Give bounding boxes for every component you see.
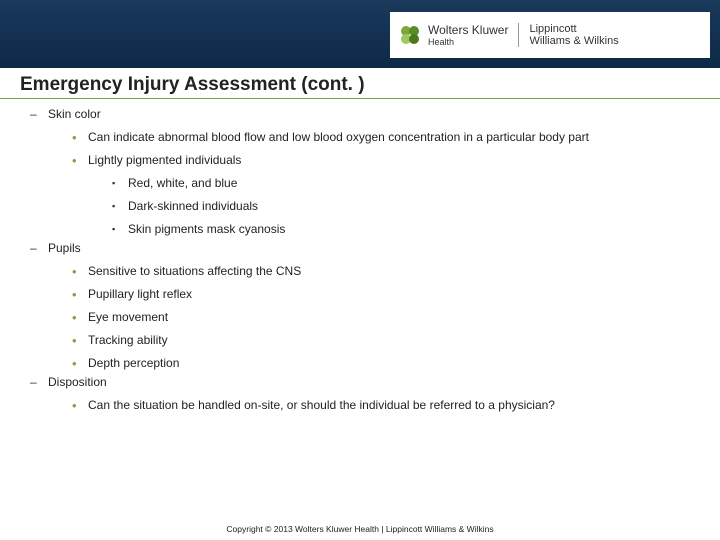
sub-bullet: Red, white, and blue (128, 176, 700, 191)
sub-bullet: Skin pigments mask cyanosis (128, 222, 700, 237)
bullet: Sensitive to situations affecting the CN… (88, 264, 700, 279)
slide-content: Skin color Can indicate abnormal blood f… (0, 99, 720, 413)
slide-title: Emergency Injury Assessment (cont. ) (20, 74, 700, 96)
brand-lww-2: Williams & Wilkins (529, 35, 618, 47)
bullet: Eye movement (88, 310, 700, 325)
brand-logo-block: Wolters Kluwer Health Lippincott William… (390, 12, 710, 58)
bullet: Depth perception (88, 356, 700, 371)
header-bar: Wolters Kluwer Health Lippincott William… (0, 0, 720, 68)
bullet: Lightly pigmented individuals (88, 153, 700, 168)
sub-bullet: Dark-skinned individuals (128, 199, 700, 214)
bullet: Can indicate abnormal blood flow and low… (88, 130, 700, 145)
title-bar: Emergency Injury Assessment (cont. ) (0, 68, 720, 99)
brand-health: Health (428, 37, 508, 47)
lippincott-label: Lippincott Williams & Wilkins (529, 23, 618, 47)
bullet: Pupillary light reflex (88, 287, 700, 302)
section-skin-color: Skin color (48, 107, 700, 122)
section-disposition: Disposition (48, 375, 700, 390)
clover-icon (398, 23, 422, 47)
brand-wk: Wolters Kluwer (428, 23, 508, 37)
section-pupils: Pupils (48, 241, 700, 256)
copyright-footer: Copyright © 2013 Wolters Kluwer Health |… (0, 524, 720, 534)
wolters-kluwer-label: Wolters Kluwer Health (428, 23, 519, 47)
brand-lww-1: Lippincott (529, 23, 618, 35)
bullet: Can the situation be handled on-site, or… (88, 398, 700, 413)
bullet: Tracking ability (88, 333, 700, 348)
